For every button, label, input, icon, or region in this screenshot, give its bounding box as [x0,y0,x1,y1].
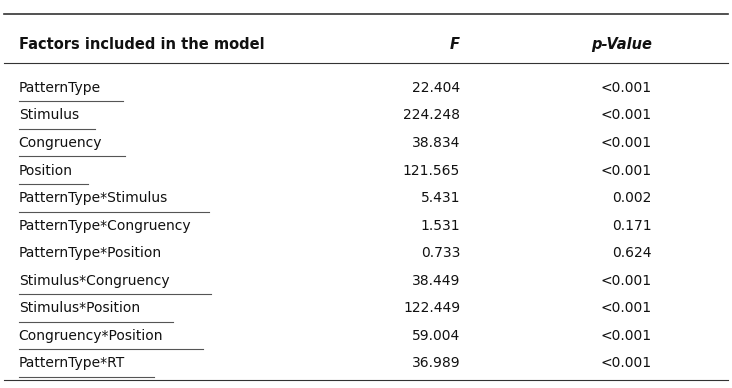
Text: 22.404: 22.404 [412,81,460,95]
Text: F: F [450,36,460,52]
Text: <0.001: <0.001 [601,81,652,95]
Text: Position: Position [18,163,72,178]
Text: <0.001: <0.001 [601,357,652,371]
Text: Factors included in the model: Factors included in the model [18,36,264,52]
Text: <0.001: <0.001 [601,136,652,150]
Text: Congruency*Position: Congruency*Position [18,329,163,343]
Text: 36.989: 36.989 [411,357,460,371]
Text: Stimulus*Position: Stimulus*Position [18,301,140,315]
Text: p-Value: p-Value [591,36,652,52]
Text: 0.171: 0.171 [612,219,652,233]
Text: 0.733: 0.733 [421,246,460,260]
Text: <0.001: <0.001 [601,108,652,122]
Text: <0.001: <0.001 [601,301,652,315]
Text: PatternType*Congruency: PatternType*Congruency [18,219,191,233]
Text: PatternType: PatternType [18,81,101,95]
Text: 1.531: 1.531 [420,219,460,233]
Text: <0.001: <0.001 [601,163,652,178]
Text: PatternType*Position: PatternType*Position [18,246,162,260]
Text: 59.004: 59.004 [412,329,460,343]
Text: <0.001: <0.001 [601,329,652,343]
Text: 122.449: 122.449 [403,301,460,315]
Text: PatternType*RT: PatternType*RT [18,357,125,371]
Text: 224.248: 224.248 [403,108,460,122]
Text: Congruency: Congruency [18,136,102,150]
Text: 38.834: 38.834 [411,136,460,150]
Text: 121.565: 121.565 [403,163,460,178]
Text: 38.449: 38.449 [411,274,460,288]
Text: Stimulus: Stimulus [18,108,79,122]
Text: 5.431: 5.431 [421,191,460,205]
Text: 0.624: 0.624 [613,246,652,260]
Text: PatternType*Stimulus: PatternType*Stimulus [18,191,168,205]
Text: Stimulus*Congruency: Stimulus*Congruency [18,274,169,288]
Text: 0.002: 0.002 [613,191,652,205]
Text: <0.001: <0.001 [601,274,652,288]
